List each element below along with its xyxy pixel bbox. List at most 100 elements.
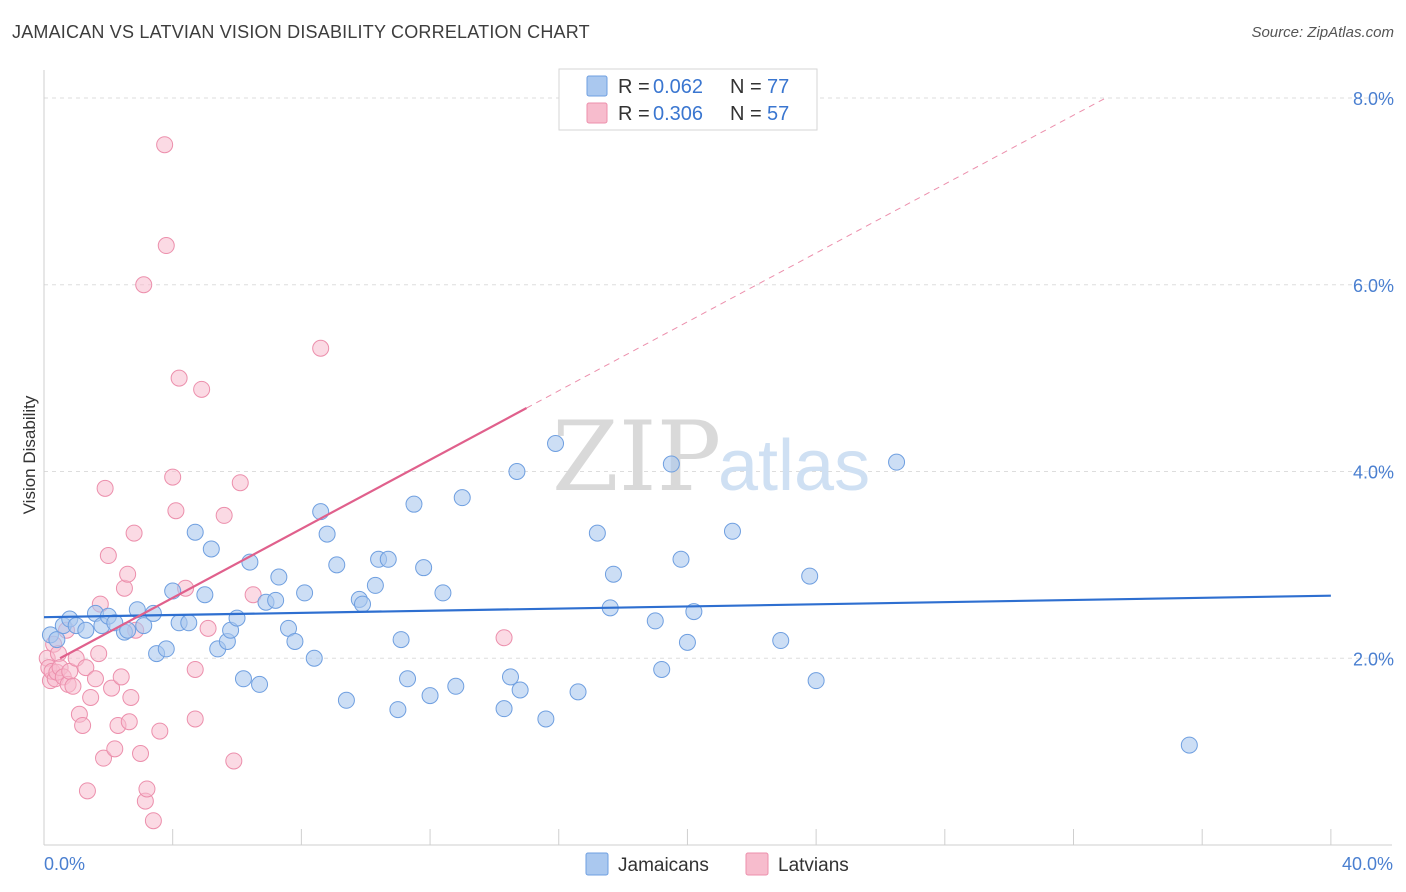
gridlines <box>44 97 1392 659</box>
jamaicans-point-39 <box>328 556 346 574</box>
jamaicans-point-40 <box>337 691 355 709</box>
jamaicans-point-64 <box>604 565 622 583</box>
jamaicans-point-49 <box>405 495 423 513</box>
latvians-trend-line <box>59 407 528 660</box>
jamaicans-point-57 <box>508 463 526 481</box>
latvians-point-43 <box>157 237 175 255</box>
jamaicans-point-35 <box>296 584 314 602</box>
bottom-legend-swatch-jamaicans <box>585 852 609 876</box>
legend-n-label-jamaicans: N = <box>730 76 762 98</box>
jamaicans-point-26 <box>228 609 246 627</box>
latvians-point-50 <box>193 380 211 398</box>
latvians-point-17 <box>77 659 95 677</box>
jamaicans-point-20 <box>186 523 204 541</box>
jamaicans-point-71 <box>723 522 741 540</box>
legend-swatch-jamaicans <box>586 75 608 97</box>
latvians-point-36 <box>132 744 150 762</box>
latvians-point-48 <box>186 710 204 728</box>
legend-swatch-latvians <box>586 102 608 124</box>
latvians-point-42 <box>156 136 174 154</box>
latvians-point-54 <box>231 474 249 492</box>
bottom-legend-swatch-latvians <box>745 852 769 876</box>
latvians-point-27 <box>106 740 124 758</box>
jamaicans-point-50 <box>415 559 433 577</box>
x-tick-labels: 0.0% 40.0% <box>44 854 1393 874</box>
jamaicans-point-59 <box>537 710 555 728</box>
latvians-point-31 <box>119 565 137 583</box>
latvians-point-56 <box>312 339 330 357</box>
legend-r-label-jamaicans: R = <box>618 76 650 98</box>
jamaicans-point-52 <box>434 584 452 602</box>
latvians-point-37 <box>135 276 153 294</box>
legend-r-label-latvians: R = <box>618 103 650 125</box>
jamaicans-point-51 <box>421 687 439 705</box>
latvians-point-20 <box>86 670 104 688</box>
jamaicans-point-76 <box>1180 736 1198 754</box>
y-tick-labels: 2.0% 4.0% 6.0% 8.0% <box>1353 89 1394 669</box>
latvians-point-25 <box>99 547 117 565</box>
latvians-point-39 <box>138 780 156 798</box>
jamaicans-point-60 <box>547 434 565 452</box>
jamaicans-point-22 <box>202 540 220 558</box>
axes <box>43 70 1392 846</box>
jamaicans-point-32 <box>270 568 288 586</box>
jamaicans-point-5 <box>77 621 95 639</box>
watermark-zip: ZIP <box>552 401 721 513</box>
jamaicans-point-43 <box>366 576 384 594</box>
latvians-point-21 <box>90 645 108 663</box>
jamaicans-point-19 <box>180 614 198 632</box>
jamaicans-point-67 <box>662 455 680 473</box>
legend-n-value-jamaicans: 77 <box>767 76 789 98</box>
jamaicans-point-65 <box>646 612 664 630</box>
legend-r-value-jamaicans: 0.062 <box>653 76 703 98</box>
jamaicans-point-38 <box>318 525 336 543</box>
x-tick-label-0: 0.0% <box>44 854 85 874</box>
jamaicans-point-75 <box>888 453 906 471</box>
jamaicans-point-58 <box>511 681 529 699</box>
bottom-legend-label-jamaicans: Jamaicans <box>618 855 709 876</box>
chart-title: JAMAICAN VS LATVIAN VISION DISABILITY CO… <box>12 22 590 42</box>
jamaicans-point-16 <box>157 640 175 658</box>
latvians-point-55 <box>244 586 262 604</box>
latvians-point-13 <box>64 677 82 695</box>
jamaicans-point-36 <box>305 649 323 667</box>
jamaicans-point-34 <box>286 632 304 650</box>
latvians-points <box>38 136 513 830</box>
bottom-legend-label-latvians: Latvians <box>778 855 849 876</box>
latvians-point-34 <box>125 524 143 542</box>
latvians-point-49 <box>186 660 204 678</box>
y-axis-label: Vision Disability <box>20 395 39 514</box>
jamaicans-point-1 <box>48 631 66 649</box>
trend-lines <box>43 97 1331 660</box>
jamaicans-point-73 <box>801 567 819 585</box>
jamaicans-point-27 <box>234 670 252 688</box>
jamaicans-point-61 <box>569 683 587 701</box>
latvians-point-23 <box>95 749 113 767</box>
latvians-point-18 <box>78 782 96 800</box>
jamaicans-point-31 <box>267 591 285 609</box>
latvians-point-45 <box>167 502 185 520</box>
y-tick-label-2: 6.0% <box>1353 276 1394 296</box>
jamaicans-point-66 <box>653 660 671 678</box>
jamaicans-point-70 <box>685 603 703 621</box>
jamaicans-point-47 <box>392 631 410 649</box>
jamaicans-point-68 <box>672 550 690 568</box>
latvians-point-51 <box>199 619 217 637</box>
jamaicans-point-21 <box>196 586 214 604</box>
jamaicans-point-62 <box>588 524 606 542</box>
source-credit: Source: ZipAtlas.com <box>1251 24 1394 41</box>
latvians-point-29 <box>112 668 130 686</box>
y-tick-label-1: 4.0% <box>1353 463 1394 483</box>
latvians-point-26 <box>103 679 121 697</box>
latvians-point-53 <box>225 752 243 770</box>
latvians-point-19 <box>82 688 100 706</box>
jamaicans-point-72 <box>772 632 790 650</box>
jamaicans-point-56 <box>501 668 519 686</box>
jamaicans-point-53 <box>447 677 465 695</box>
legend-r-value-latvians: 0.306 <box>653 103 703 125</box>
latvians-point-57 <box>495 629 513 647</box>
jamaicans-points <box>41 434 1198 754</box>
latvians-point-16 <box>74 716 92 734</box>
jamaicans-point-74 <box>807 672 825 690</box>
jamaicans-point-45 <box>379 550 397 568</box>
